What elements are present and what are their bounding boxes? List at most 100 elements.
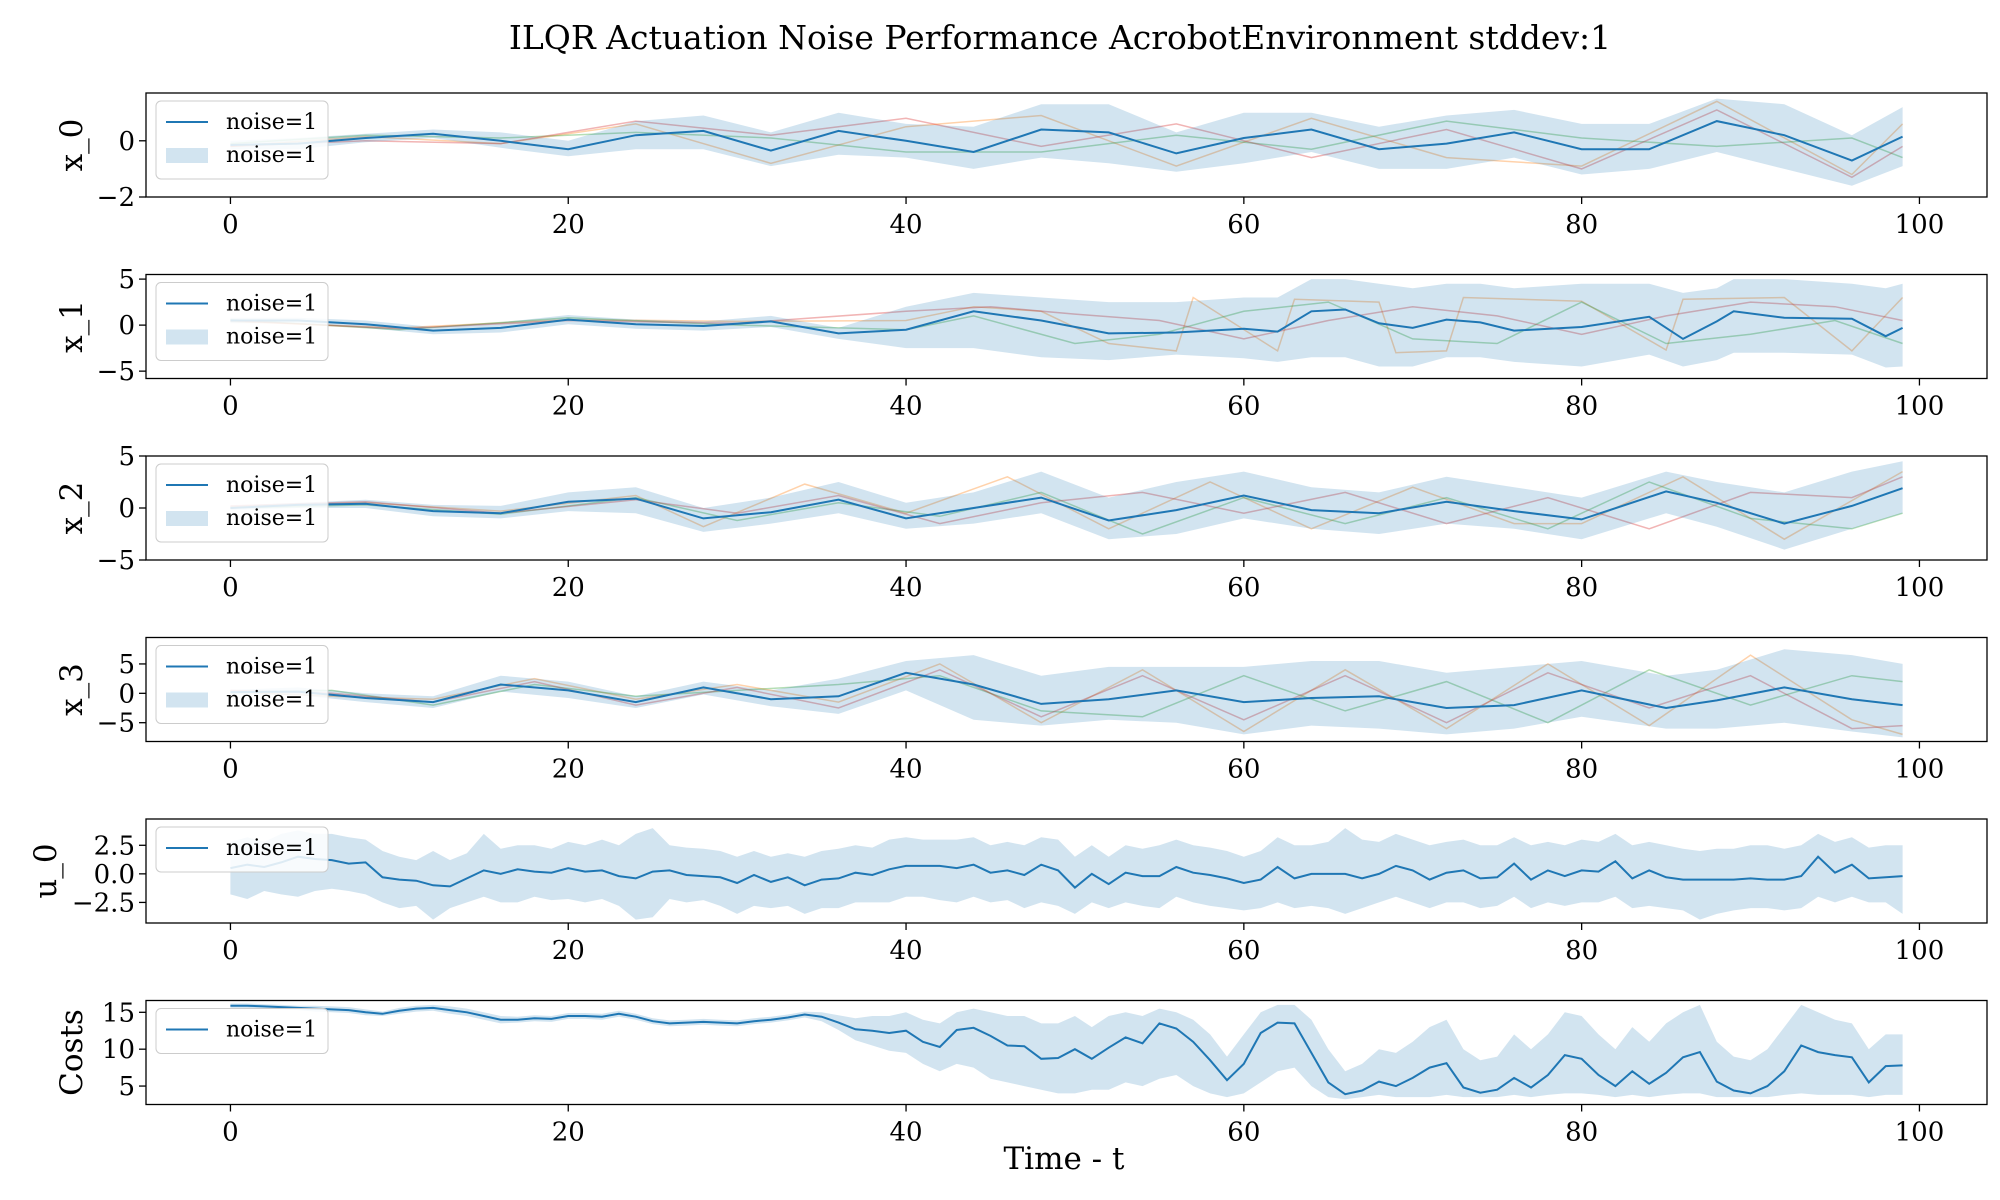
- legend-box: [155, 645, 329, 724]
- std-band: [230, 649, 1903, 738]
- sample-trajectory-line: [230, 296, 1904, 354]
- x-tick-label: 40: [889, 1118, 922, 1148]
- legend-box: [155, 100, 329, 180]
- x-tick-label: 80: [1565, 392, 1598, 422]
- x-tick-label: 60: [1227, 755, 1260, 785]
- x-tick-label: 60: [1227, 1118, 1260, 1148]
- legend-label: noise=1: [226, 325, 317, 350]
- x-tick-label: 40: [889, 573, 922, 603]
- sample-trajectory-line: [230, 120, 1903, 159]
- y-tick-label: 0.0: [94, 860, 135, 890]
- mean-line: [230, 1004, 1903, 1096]
- legend: noise=1 noise=1: [155, 463, 329, 543]
- y-tick-label: 0: [118, 311, 135, 341]
- mean-line: [230, 671, 1903, 710]
- subplot-costs: 0 20 40 60 80 100 5 10 15 Costs noise=1: [54, 998, 1988, 1148]
- x-tick-label: 80: [1565, 210, 1598, 240]
- std-band: [230, 98, 1903, 186]
- y-tick-label: 10: [102, 1035, 135, 1065]
- legend: noise=1 noise=1: [155, 282, 329, 361]
- sample-trajectory-line: [230, 109, 1903, 179]
- x-tick-label: 20: [552, 936, 585, 966]
- x-tick-label: 40: [889, 936, 922, 966]
- x-axis-label: Time - t: [1004, 1141, 1126, 1177]
- subplot-x_2: 0 20 40 60 80 100 −5 0 5 x_2 noise=1 noise=1: [54, 442, 1988, 603]
- figure-title: ILQR Actuation Noise Performance Acrobot…: [509, 18, 1611, 57]
- x-tick-label: 0: [222, 392, 239, 422]
- plot-area: [230, 649, 1903, 738]
- x-tick-label: 20: [552, 210, 585, 240]
- x-tick-label: 0: [222, 936, 239, 966]
- x-tick-label: 0: [222, 1118, 239, 1148]
- x-tick-label: 60: [1227, 210, 1260, 240]
- x-tick-label: 60: [1227, 392, 1260, 422]
- y-axis-label: x_0: [54, 119, 90, 172]
- sample-trajectory-line: [230, 654, 1903, 736]
- legend: noise=1: [155, 1008, 329, 1054]
- x-tick-label: 100: [1895, 392, 1945, 422]
- x-tick-label: 20: [552, 573, 585, 603]
- x-tick-label: 100: [1895, 1118, 1945, 1148]
- x-tick-label: 20: [552, 755, 585, 785]
- x-tick-label: 0: [222, 573, 239, 603]
- legend-label: noise=1: [226, 1018, 317, 1043]
- y-tick-label: −5: [97, 357, 135, 387]
- legend: noise=1 noise=1: [155, 645, 329, 724]
- y-tick-label: −2.5: [72, 888, 135, 918]
- y-axis-label: x_1: [54, 300, 90, 353]
- x-tick-label: 60: [1227, 573, 1260, 603]
- y-axis-label: Costs: [54, 1009, 90, 1096]
- y-tick-label: 0: [118, 494, 135, 524]
- mean-line: [230, 308, 1904, 341]
- axes-frame: [145, 92, 1988, 198]
- x-tick-label: 40: [889, 392, 922, 422]
- x-tick-label: 40: [889, 210, 922, 240]
- y-tick-label: −5: [97, 546, 135, 576]
- std-band: [230, 279, 1903, 368]
- std-band: [230, 1003, 1903, 1100]
- y-tick-label: 5: [118, 650, 135, 680]
- y-tick-label: −2: [97, 183, 135, 213]
- y-axis-label: x_2: [54, 482, 90, 535]
- plot-area: [230, 1003, 1903, 1100]
- y-tick-label: 0: [118, 127, 135, 157]
- legend-band-swatch: [166, 148, 208, 163]
- x-tick-label: 0: [222, 755, 239, 785]
- x-tick-label: 100: [1895, 936, 1945, 966]
- x-tick-label: 80: [1565, 573, 1598, 603]
- y-tick-label: 2.5: [94, 831, 135, 861]
- legend-label: noise=1: [226, 473, 317, 498]
- mean-line: [230, 855, 1903, 889]
- sample-trajectory-line: [230, 301, 1903, 345]
- subplot-x_0: 0 20 40 60 80 100 −2 0 x_0 noise=1 noise=1: [54, 92, 1988, 240]
- x-tick-label: 100: [1895, 210, 1945, 240]
- legend-label: noise=1: [226, 110, 317, 135]
- legend-label: noise=1: [226, 688, 317, 713]
- sample-trajectory-line: [230, 481, 1903, 535]
- x-tick-label: 20: [552, 392, 585, 422]
- legend-box: [155, 1008, 329, 1054]
- x-tick-label: 80: [1565, 755, 1598, 785]
- y-tick-label: 5: [118, 442, 135, 472]
- plot-area: [230, 461, 1903, 550]
- y-axis-label: u_0: [28, 843, 64, 898]
- legend: noise=1 noise=1: [155, 100, 329, 180]
- legend-box: [155, 463, 329, 543]
- legend-band-swatch: [166, 511, 208, 526]
- plot-area: [230, 98, 1904, 186]
- sample-trajectory-line: [230, 476, 1903, 530]
- x-tick-label: 100: [1895, 573, 1945, 603]
- y-tick-label: 5: [118, 265, 135, 295]
- y-tick-label: 15: [102, 998, 135, 1028]
- x-tick-label: 100: [1895, 755, 1945, 785]
- legend-box: [155, 826, 329, 873]
- x-tick-label: 20: [552, 1118, 585, 1148]
- legend-band-swatch: [166, 329, 208, 345]
- mean-line: [230, 120, 1904, 162]
- x-tick-label: 80: [1565, 1118, 1598, 1148]
- axes-frame: [145, 999, 1988, 1106]
- std-band: [230, 828, 1903, 920]
